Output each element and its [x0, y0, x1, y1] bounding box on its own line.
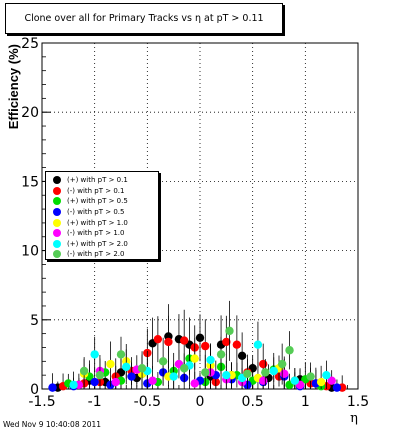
legend-label: (-) with pT > 0.5: [67, 208, 125, 217]
data-point: [90, 377, 99, 387]
data-point: [253, 340, 263, 349]
legend: (+) with pT > 0.1 (-) with pT > 0.1 (+) wi…: [45, 171, 159, 260]
data-point: [280, 369, 289, 378]
legend-label: (+) with pT > 2.0: [67, 239, 128, 248]
data-point: [327, 376, 336, 385]
legend-entry: (+) with pT > 0.1: [46, 175, 158, 186]
x-tick-label: 1.5: [347, 394, 369, 410]
data-point: [225, 326, 234, 336]
y-tick-label: 5: [30, 313, 39, 329]
x-tick-label: 0: [196, 394, 205, 410]
data-point: [69, 380, 78, 390]
timestamp: Wed Nov 9 10:40:08 2011: [3, 420, 102, 429]
data-point: [164, 337, 173, 347]
data-point: [95, 370, 105, 380]
data-point: [259, 376, 268, 385]
legend-entry: (-) with pT > 0.1: [46, 186, 158, 197]
legend-label: (-) with pT > 1.0: [67, 229, 125, 238]
data-point: [243, 369, 252, 378]
data-point: [190, 354, 199, 363]
legend-entry: (-) with pT > 0.5: [46, 207, 158, 218]
data-point: [237, 351, 247, 360]
legend-marker: [53, 176, 61, 185]
legend-entry: (-) with pT > 1.0: [46, 228, 158, 239]
data-point: [148, 376, 157, 385]
data-point: [306, 372, 315, 381]
data-point: [290, 376, 299, 385]
data-point: [106, 359, 115, 369]
x-tick-label: -0.5: [134, 394, 161, 410]
data-point: [277, 359, 287, 369]
legend-marker: [53, 218, 61, 227]
data-point: [195, 333, 205, 342]
data-point: [48, 383, 57, 392]
data-point: [122, 362, 131, 372]
data-point: [169, 372, 178, 381]
x-tick-label: 1: [301, 394, 310, 410]
legend-label: (+) with pT > 0.1: [67, 176, 128, 185]
data-point: [153, 334, 163, 344]
chart-title-text: Clone over all for Primary Tracks vs η a…: [24, 13, 264, 24]
data-point: [285, 346, 294, 355]
y-tick-label: 25: [21, 36, 39, 52]
y-tick-label: 15: [21, 174, 39, 190]
data-point: [180, 336, 189, 345]
legend-label: (+) with pT > 1.0: [67, 218, 128, 227]
data-point: [316, 377, 326, 387]
legend-marker: [53, 239, 61, 248]
legend-entry: (+) with pT > 1.0: [46, 217, 158, 228]
data-point: [190, 379, 199, 388]
data-point: [201, 368, 210, 377]
chart-title: Clone over all for Primary Tracks vs η a…: [5, 3, 283, 34]
data-point: [259, 359, 268, 369]
data-point: [222, 337, 231, 347]
data-point: [232, 340, 242, 349]
x-tick-label: -1: [88, 394, 102, 410]
data-point: [127, 372, 136, 381]
y-tick-label: 20: [21, 105, 39, 121]
data-point: [79, 366, 89, 376]
data-point: [216, 350, 226, 359]
x-tick-label: 0.5: [242, 394, 264, 410]
data-point: [201, 341, 210, 351]
legend-label: (-) with pT > 0.1: [67, 186, 125, 195]
legend-label: (+) with pT > 0.5: [67, 197, 128, 206]
data-point: [269, 366, 278, 376]
legend-marker: [53, 229, 61, 238]
legend-label: (-) with pT > 2.0: [67, 250, 125, 259]
x-tick-label: -1.5: [28, 394, 55, 410]
legend-entry: (+) with pT > 0.5: [46, 196, 158, 207]
data-point: [90, 350, 99, 359]
data-point: [322, 370, 331, 380]
legend-marker: [53, 250, 61, 259]
data-point: [222, 370, 231, 380]
data-point: [332, 383, 342, 392]
legend-marker: [53, 186, 61, 195]
legend-marker: [53, 208, 61, 217]
data-point: [206, 355, 215, 365]
data-point: [116, 350, 126, 359]
legend-marker: [53, 197, 61, 206]
data-point: [137, 364, 147, 373]
y-axis-title: Efficiency (%): [6, 44, 21, 129]
data-point: [111, 377, 120, 387]
y-tick-label: 10: [21, 244, 39, 260]
y-tick-label: 0: [30, 382, 39, 398]
data-point: [158, 357, 168, 366]
data-point: [261, 368, 270, 377]
legend-entry: (-) with pT > 2.0: [46, 249, 158, 260]
x-axis-title: η: [350, 411, 358, 426]
legend-entry: (+) with pT > 2.0: [46, 239, 158, 250]
data-point: [180, 364, 189, 373]
